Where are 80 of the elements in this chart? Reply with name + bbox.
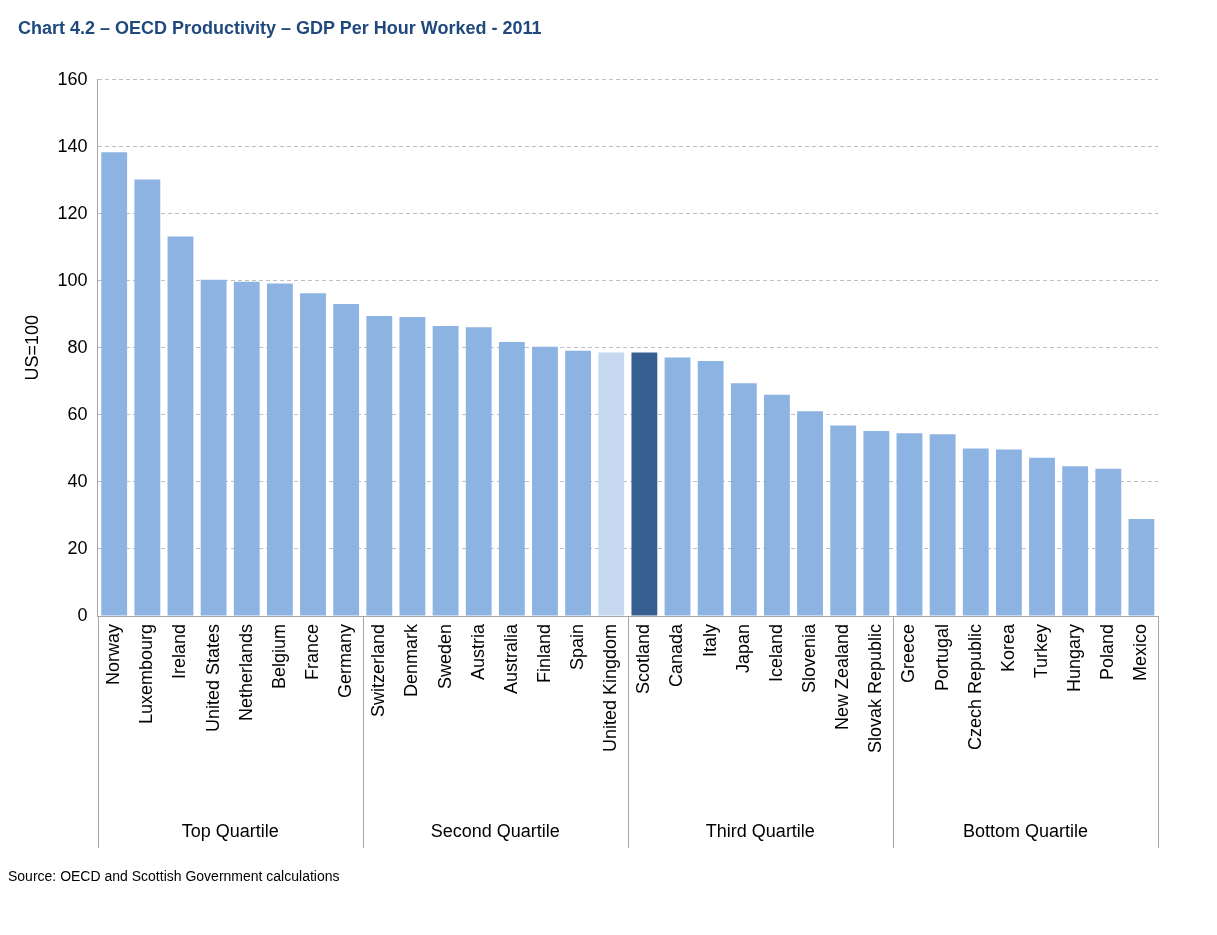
x-tick-label: Slovenia <box>799 623 820 694</box>
bar <box>266 283 293 616</box>
x-tick-label: Sweden <box>434 624 455 690</box>
bar <box>532 346 558 616</box>
x-tick-label: Luxembourg <box>136 624 157 725</box>
bar <box>565 350 592 616</box>
bar <box>101 152 128 616</box>
bar <box>797 411 823 616</box>
bar <box>1095 468 1122 616</box>
x-tick-label: Belgium <box>268 624 289 690</box>
x-tick-label: France <box>301 624 322 681</box>
y-axis-title: US=100 <box>21 315 42 381</box>
text: Third Quartile <box>705 820 815 841</box>
x-tick-label: Denmark <box>401 623 422 698</box>
bar <box>200 279 227 616</box>
x-tick-label: Portugal <box>931 624 952 692</box>
y-tick-label: 80 <box>67 336 88 357</box>
y-tick-label: 140 <box>57 135 88 156</box>
x-tick-label: Italy <box>699 624 720 658</box>
x-tick-label: Finland <box>533 624 554 684</box>
bar <box>1128 519 1155 616</box>
bar <box>233 281 260 616</box>
bar <box>167 236 194 616</box>
bar <box>498 342 525 616</box>
bar <box>664 357 691 616</box>
x-tick-label: Japan <box>732 624 753 674</box>
x-tick-label: Switzerland <box>368 624 389 718</box>
bar <box>366 315 393 616</box>
x-tick-label: Scotland <box>633 624 654 695</box>
bar <box>134 179 161 616</box>
bar <box>730 383 757 616</box>
x-tick-label: New Zealand <box>832 624 853 731</box>
y-tick-label: 120 <box>57 202 88 223</box>
text: Top Quartile <box>181 820 279 841</box>
bar <box>929 434 956 616</box>
bar <box>830 425 857 616</box>
bar <box>764 394 790 616</box>
x-tick-label: Mexico <box>1130 624 1151 682</box>
bar <box>896 433 923 616</box>
bar <box>995 449 1022 616</box>
y-tick-label: 40 <box>67 470 88 491</box>
x-tick-label: United Kingdom <box>600 624 621 753</box>
bar <box>631 352 658 616</box>
x-tick-label: Australia <box>500 623 521 695</box>
x-tick-label: Slovak Republic <box>865 624 886 754</box>
bar <box>333 303 360 616</box>
x-tick-label: Norway <box>103 624 124 686</box>
text: Bottom Quartile <box>962 820 1088 841</box>
bar <box>962 448 989 616</box>
bar <box>598 352 625 616</box>
chart-title: Chart 4.2 – OECD Productivity – GDP Per Hour Worked - 2011 <box>18 17 542 38</box>
x-tick-label: Poland <box>1097 624 1118 681</box>
x-tick-label: Czech Republic <box>964 624 985 751</box>
x-tick-label: Iceland <box>765 624 786 683</box>
x-tick-label: Hungary <box>1064 624 1085 693</box>
x-tick-label: Spain <box>567 624 588 671</box>
bar <box>697 360 724 616</box>
x-tick-label: Greece <box>898 624 919 684</box>
bar <box>399 316 426 616</box>
bar <box>300 293 326 616</box>
y-tick-label: 160 <box>57 68 88 89</box>
x-tick-label: Netherlands <box>235 624 256 722</box>
y-tick-label: 60 <box>67 403 88 424</box>
text: Second Quartile <box>430 820 560 841</box>
x-tick-label: Korea <box>997 623 1018 673</box>
x-tick-label: United States <box>202 624 223 733</box>
x-tick-label: Germany <box>335 624 356 699</box>
y-tick-label: 20 <box>67 537 88 558</box>
bar <box>1062 466 1089 616</box>
y-tick-label: 100 <box>57 269 88 290</box>
bar <box>432 326 459 616</box>
bar <box>1029 457 1055 616</box>
x-tick-label: Canada <box>666 623 687 688</box>
source-note: Source: OECD and Scottish Government calculations <box>8 868 341 884</box>
x-tick-label: Ireland <box>169 624 190 680</box>
y-tick-label: 0 <box>77 604 88 625</box>
bar <box>465 327 492 616</box>
bar <box>863 430 890 616</box>
x-tick-label: Austria <box>467 623 488 681</box>
x-tick-label: Turkey <box>1030 624 1051 679</box>
